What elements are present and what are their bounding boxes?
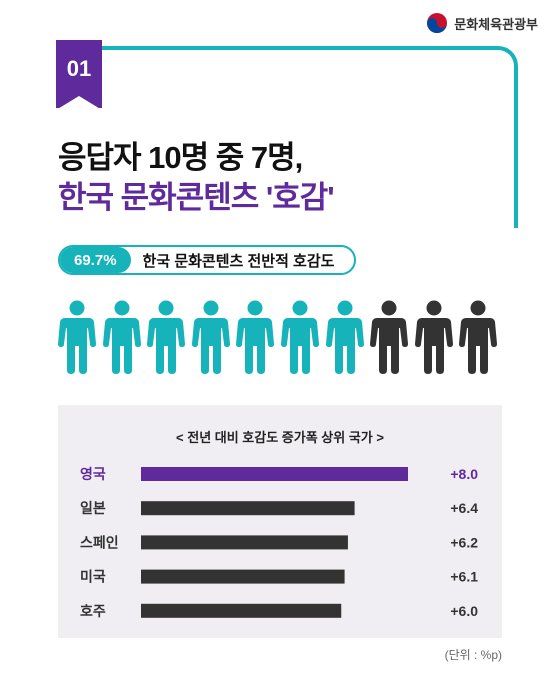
frame-top-line xyxy=(80,46,496,50)
stat-pill: 69.7% 한국 문화콘텐츠 전반적 호감도 xyxy=(58,245,356,275)
value-label: +6.1 xyxy=(450,569,478,585)
frame-right-line xyxy=(514,68,518,228)
category-label: 미국 xyxy=(80,569,106,585)
section-number: 01 xyxy=(66,56,92,81)
category-label: 일본 xyxy=(80,500,106,516)
bar-chart: 영국 +8.0 일본 +6.4 스페인 +6.2 미국 +6.1 호주 +6.0 xyxy=(80,466,478,619)
person-icon xyxy=(370,300,409,374)
person-icon xyxy=(236,300,275,374)
bar xyxy=(141,603,342,618)
headline-line1: 응답자 10명 중 7명, xyxy=(58,140,303,175)
value-label: +8.0 xyxy=(450,466,478,482)
category-label: 호주 xyxy=(80,603,106,619)
stat-value: 69.7% xyxy=(60,247,131,273)
person-icon xyxy=(102,300,141,374)
ministry-name: 문화체육관광부 xyxy=(454,16,538,32)
bar xyxy=(141,535,348,550)
bar xyxy=(141,501,355,516)
person-icon xyxy=(281,300,319,374)
headline-line2: 한국 문화콘텐츠 '호감' xyxy=(58,180,335,215)
frame-corner xyxy=(494,46,518,70)
stat-label: 한국 문화콘텐츠 전반적 호감도 xyxy=(142,252,335,270)
person-icon xyxy=(58,300,96,374)
value-label: +6.4 xyxy=(450,500,478,516)
chart-panel: < 전년 대비 호감도 증가폭 상위 국가 > 영국 +8.0 일본 +6.4 스페인 +… xyxy=(58,405,502,638)
chart-title: < 전년 대비 호감도 증가폭 상위 국가 > xyxy=(176,430,384,445)
person-icon xyxy=(325,300,364,374)
people-pictogram xyxy=(58,300,498,374)
person-icon xyxy=(191,300,230,374)
category-label: 영국 xyxy=(80,466,106,482)
ministry-logo: 문화체육관광부 xyxy=(426,12,538,34)
bar xyxy=(141,467,408,481)
person-icon xyxy=(414,300,453,374)
value-label: +6.0 xyxy=(450,603,478,619)
badge-notch xyxy=(56,96,102,110)
taegeuk-icon xyxy=(427,13,448,33)
person-icon xyxy=(147,300,186,374)
bar xyxy=(141,569,345,584)
category-label: 스페인 xyxy=(80,534,119,550)
person-icon xyxy=(459,300,498,374)
unit-note: (단위 : %p) xyxy=(444,648,502,662)
value-label: +6.2 xyxy=(450,534,478,550)
